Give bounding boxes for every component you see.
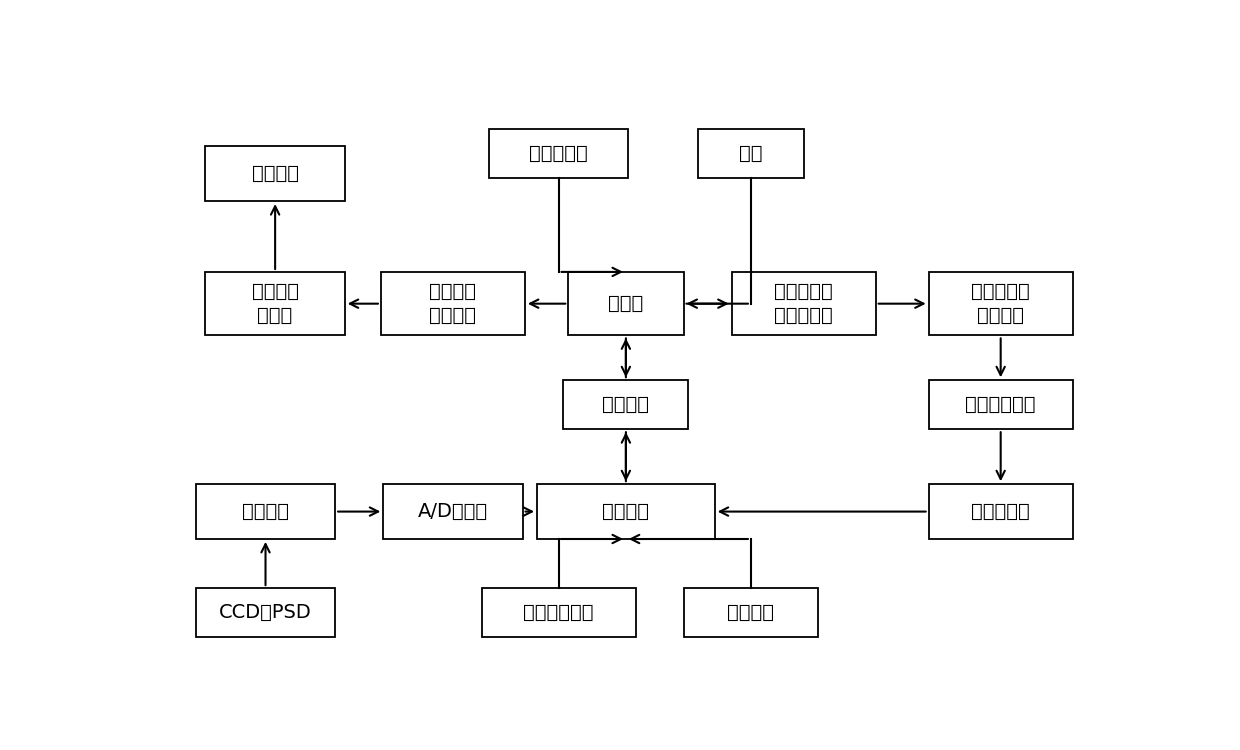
Text: A/D转换器: A/D转换器: [418, 502, 489, 521]
Text: 行程传感器: 行程传感器: [971, 502, 1030, 521]
Bar: [196, 484, 335, 539]
Bar: [381, 272, 525, 335]
Text: 转换电路: 转换电路: [242, 502, 289, 521]
Text: 外部输入信号: 外部输入信号: [523, 603, 594, 622]
Text: 进、退带电机: 进、退带电机: [966, 395, 1035, 414]
Bar: [481, 588, 635, 638]
Bar: [196, 588, 335, 638]
Text: 进、退带电
机驱动器: 进、退带电 机驱动器: [971, 283, 1030, 325]
Bar: [732, 272, 875, 335]
Text: 键盘: 键盘: [739, 144, 763, 163]
Bar: [568, 272, 683, 335]
Bar: [563, 380, 688, 429]
Bar: [383, 484, 522, 539]
Text: 工控机: 工控机: [609, 294, 644, 314]
Bar: [206, 146, 345, 201]
Text: 伺服电机: 伺服电机: [252, 164, 299, 183]
Bar: [206, 272, 345, 335]
Text: 微控制器: 微控制器: [603, 502, 650, 521]
Bar: [489, 129, 629, 178]
Text: CCD或PSD: CCD或PSD: [219, 603, 312, 622]
Bar: [929, 484, 1073, 539]
Bar: [929, 380, 1073, 429]
Text: 通信接口: 通信接口: [603, 395, 650, 414]
Bar: [683, 588, 818, 638]
Text: 液晶显示器: 液晶显示器: [529, 144, 588, 163]
Text: 伺服电机
控制系统: 伺服电机 控制系统: [429, 283, 476, 325]
Text: 限位信号: 限位信号: [728, 603, 774, 622]
Bar: [537, 484, 714, 539]
Text: 进、退带电
机控制系统: 进、退带电 机控制系统: [774, 283, 833, 325]
Text: 伺服电机
驱动器: 伺服电机 驱动器: [252, 283, 299, 325]
Bar: [929, 272, 1073, 335]
Bar: [698, 129, 804, 178]
